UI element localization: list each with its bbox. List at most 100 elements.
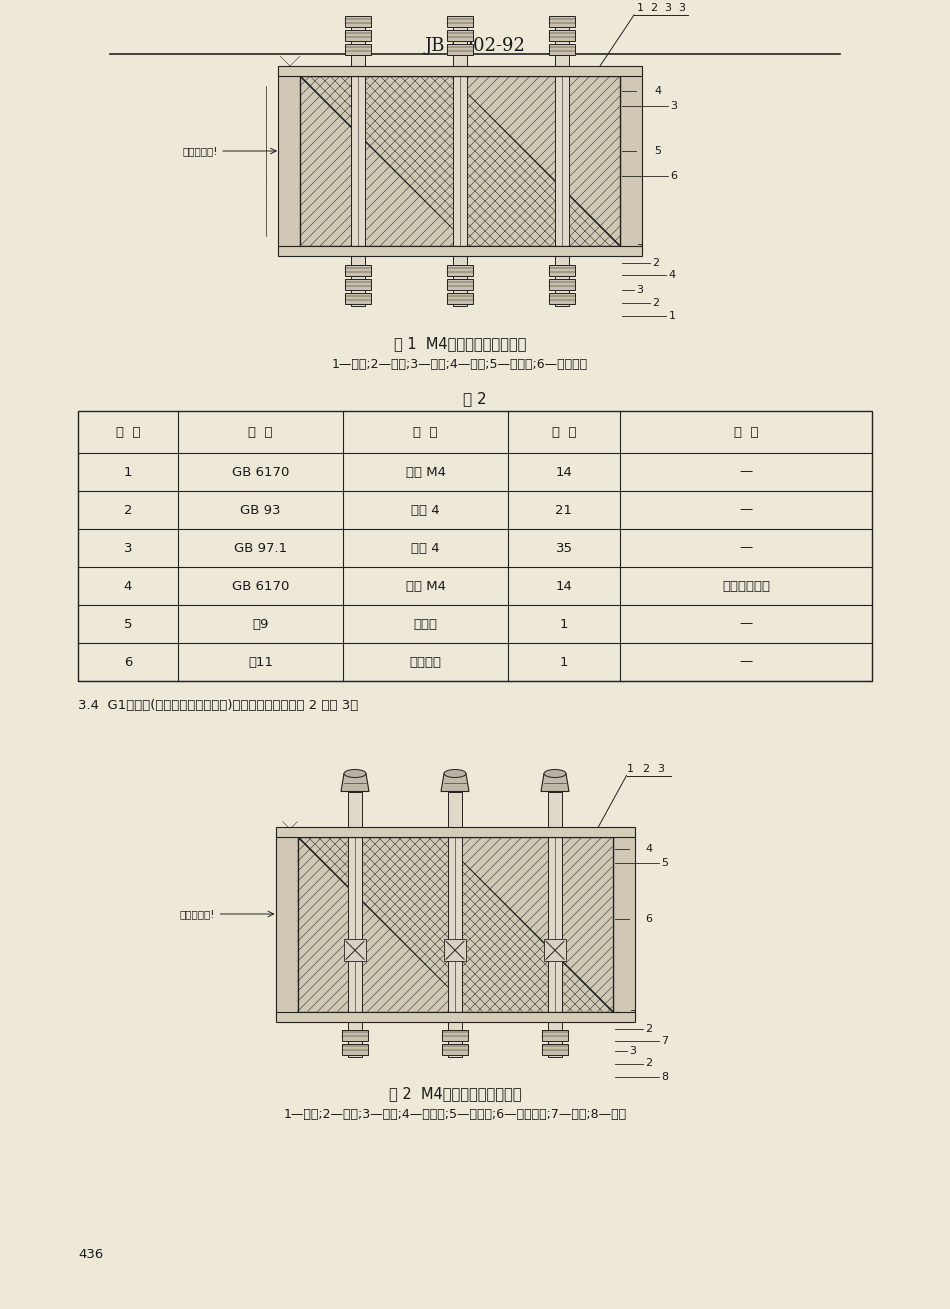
Bar [555,16,569,76]
Bar [276,831,297,1017]
Text: 436: 436 [78,1247,104,1261]
Bar [342,1029,368,1041]
Bar [351,76,365,246]
Bar [276,1012,635,1021]
Bar [453,76,467,246]
Text: 7: 7 [661,1035,668,1046]
Text: 隔爆接合面!: 隔爆接合面! [180,908,216,919]
Text: 接线柱: 接线柱 [413,618,438,631]
Text: 1: 1 [627,763,634,774]
Bar [555,246,569,306]
Bar [345,45,371,55]
Text: —: — [739,618,752,631]
Text: 2: 2 [645,1024,652,1034]
Text: 3: 3 [629,1009,636,1020]
Text: 3: 3 [657,763,664,774]
Text: 图 2  M4组合式接线端子装配: 图 2 M4组合式接线端子装配 [389,1086,522,1101]
Bar [351,246,365,306]
Text: 2: 2 [653,298,659,308]
Text: 3: 3 [629,1046,636,1055]
Text: 3: 3 [678,3,686,13]
Bar [613,831,635,1017]
Text: 隔爆接合面!: 隔爆接合面! [182,147,218,156]
Text: 图11: 图11 [248,656,273,669]
Bar [620,71,642,251]
Bar [549,293,575,304]
Text: 21: 21 [556,504,573,517]
Text: 1: 1 [560,656,568,669]
Text: 垫圈 4: 垫圈 4 [411,504,440,517]
Ellipse shape [444,770,466,778]
Text: 6: 6 [124,656,132,669]
Bar [345,279,371,291]
Polygon shape [541,774,569,792]
Bar [345,264,371,276]
Text: 采用黄铜螺母: 采用黄铜螺母 [722,580,770,593]
Text: 绝缘衬垫: 绝缘衬垫 [409,656,442,669]
Bar [447,279,473,291]
Bar [278,65,642,76]
Text: 4: 4 [124,580,132,593]
Text: 5: 5 [124,618,132,631]
Bar [442,1029,468,1041]
Text: 螺母 M4: 螺母 M4 [406,580,446,593]
Polygon shape [441,774,469,792]
Bar [442,1043,468,1055]
Text: 14: 14 [556,466,573,479]
Text: 6: 6 [671,171,677,181]
Bar [300,76,620,246]
Bar [348,1012,362,1056]
Bar [542,1029,568,1041]
Bar [300,76,620,246]
Text: 1—螺母;2—垫圈;3—垫圈;4—螺母;5—接线柱;6—绝缘衬垫: 1—螺母;2—垫圈;3—垫圈;4—螺母;5—接线柱;6—绝缘衬垫 [332,357,588,370]
Text: —: — [739,656,752,669]
Text: 3: 3 [124,542,132,555]
Bar [444,940,466,961]
Text: 2: 2 [651,3,657,13]
Bar [542,1043,568,1055]
Text: 图 1  M4组合式接线端子装配: 图 1 M4组合式接线端子装配 [394,336,526,351]
Text: 3: 3 [664,3,672,13]
Bar [448,836,462,1012]
Text: 螺母 M4: 螺母 M4 [406,466,446,479]
Text: 表 2: 表 2 [464,391,486,406]
Text: 3: 3 [636,285,643,295]
Text: 代  号: 代 号 [248,425,273,439]
Text: 垫圈 4: 垫圈 4 [411,542,440,555]
Bar [78,411,872,681]
Bar [548,1012,562,1056]
Bar [447,264,473,276]
Bar [447,293,473,304]
Bar [549,264,575,276]
Text: 2: 2 [653,258,659,268]
Bar [345,16,371,27]
Bar [348,792,362,836]
Bar [447,30,473,41]
Bar [345,293,371,304]
Text: GB 93: GB 93 [240,504,281,517]
Bar [344,940,366,961]
Text: 图9: 图9 [253,618,269,631]
Ellipse shape [544,770,566,778]
Text: 备  注: 备 注 [733,425,758,439]
Text: 4: 4 [645,843,652,853]
Bar [549,279,575,291]
Bar [555,76,569,246]
Text: GB 6170: GB 6170 [232,580,289,593]
Bar [345,30,371,41]
Text: 5: 5 [661,857,668,868]
Text: 4: 4 [669,270,675,280]
Text: 14: 14 [556,580,573,593]
Bar [278,71,300,251]
Text: 1: 1 [636,3,643,13]
Bar [549,45,575,55]
Text: 1: 1 [124,466,132,479]
Bar [549,30,575,41]
Bar [448,792,462,836]
Bar [453,16,467,76]
Text: 1: 1 [560,618,568,631]
Text: 8: 8 [661,1072,668,1081]
Text: 6: 6 [645,914,652,924]
Bar [548,792,562,836]
Bar [448,1012,462,1056]
